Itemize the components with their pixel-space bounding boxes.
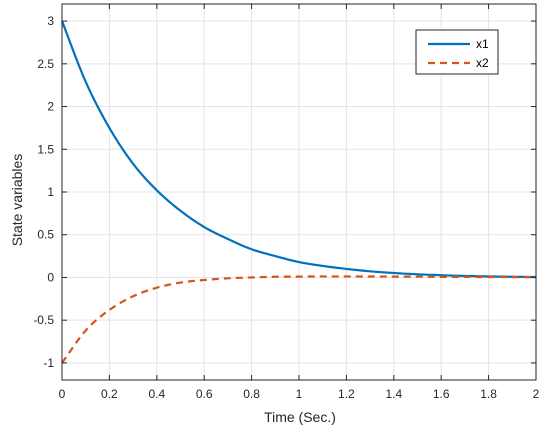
- y-tick-label-3: 0.5: [37, 228, 54, 242]
- axes: [61, 3, 537, 381]
- y-tick-label-0: -1: [43, 356, 54, 370]
- y-tick-label-6: 2: [47, 100, 54, 114]
- x-tick-label-9: 1.8: [480, 387, 497, 401]
- x-tick-label-5: 1: [296, 387, 303, 401]
- y-tick-label-1: -0.5: [33, 313, 54, 327]
- x-tick-label-8: 1.6: [433, 387, 450, 401]
- y-tick-label-5: 1.5: [37, 142, 54, 156]
- legend-label-x2: x2: [476, 56, 489, 70]
- x-tick-label-2: 0.4: [148, 387, 165, 401]
- legend-box: [415, 29, 499, 75]
- legend-label-x1: x1: [476, 37, 489, 51]
- x-tick-label-10: 2: [533, 387, 540, 401]
- y-tick-label-4: 1: [47, 185, 54, 199]
- series-line-x2: [61, 275, 537, 364]
- legend: x1 x2: [415, 29, 499, 75]
- x-axis-label: Time (Sec.): [264, 409, 336, 425]
- y-axis-label: State variables: [9, 154, 25, 247]
- y-tick-label-2: 0: [47, 270, 54, 284]
- x-tick-label-3: 0.6: [196, 387, 213, 401]
- x-tick-label-1: 0.2: [101, 387, 118, 401]
- x-tick-label-0: 0: [59, 387, 66, 401]
- x-tick-label-6: 1.2: [338, 387, 355, 401]
- series-layer: [60, 20, 537, 364]
- x-tick-label-7: 1.4: [385, 387, 402, 401]
- series-line-x1: [60, 20, 537, 279]
- y-tick-label-8: 3: [47, 14, 54, 28]
- x-tick-label-4: 0.8: [243, 387, 260, 401]
- y-tick-label-7: 2.5: [37, 57, 54, 71]
- tick-labels: 0 0.2 0.4 0.6 0.8 1 1.2 1.4 1.6 1.8 2 -1 -0.5 0 0.5 1 1.…: [33, 14, 539, 401]
